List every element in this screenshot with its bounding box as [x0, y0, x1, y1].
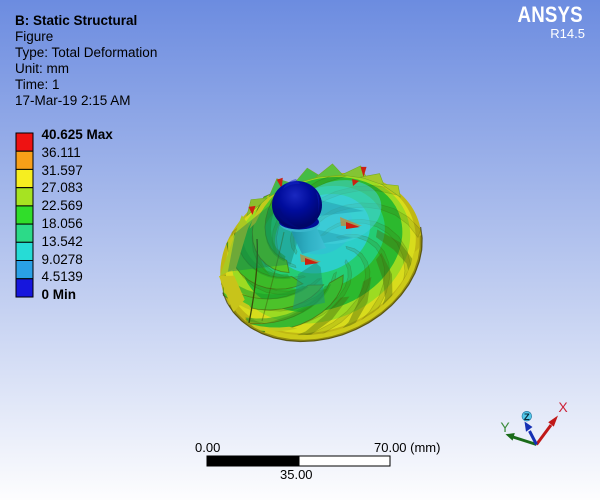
- svg-text:Y: Y: [500, 419, 510, 435]
- svg-text:Z: Z: [524, 412, 530, 423]
- svg-text:X: X: [558, 399, 568, 415]
